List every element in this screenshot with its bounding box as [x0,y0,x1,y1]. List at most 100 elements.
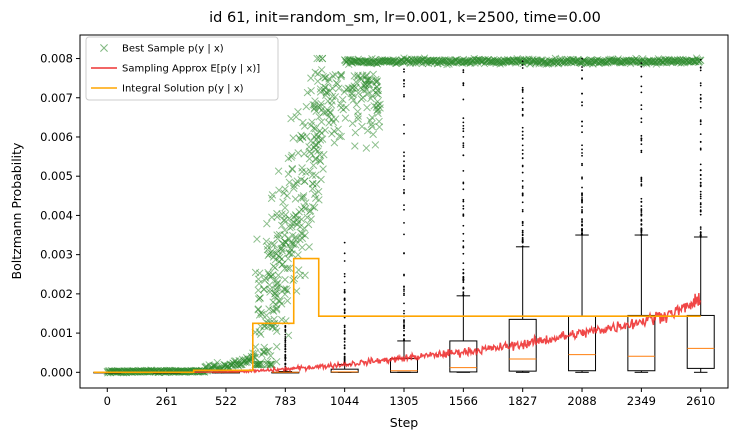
boxplot-outlier [462,98,465,101]
y-axis-title: Boltzmann Probability [9,142,24,279]
best-sample-point [277,245,285,253]
boxplot-outlier [699,69,702,72]
best-sample-point [302,102,311,111]
boxplot-outlier [462,292,465,295]
x-tick-label: 2349 [627,394,656,408]
best-sample-point [281,275,289,284]
legend-best-sample: Best Sample p(y | x) [100,44,224,55]
best-sample-point [291,241,300,249]
boxplot-outlier [521,193,524,196]
best-sample-point [261,276,269,285]
boxplot-outlier [462,262,465,265]
best-sample-point [345,85,354,93]
boxplot-outlier [462,154,465,157]
y-tick-label: 0.005 [40,169,73,183]
best-sample-point [254,305,263,313]
boxplot-outlier [403,312,405,315]
boxplot-outlier [462,69,465,71]
boxplot-outlier [462,224,465,227]
boxplot-outlier [343,298,346,301]
best-sample-point [283,264,292,273]
boxplot-outlier [343,252,346,255]
legend-marker [100,44,108,52]
boxplot-outlier [699,182,702,184]
boxplot-outlier [403,321,405,324]
best-sample-point [337,71,346,79]
best-sample-point [275,230,284,239]
best-sample-point [331,93,340,101]
boxplot-outlier [521,241,524,244]
boxplot-outlier [640,180,643,183]
boxplot-outlier [521,130,524,133]
boxplot-outlier [640,104,643,107]
best-sample-point [280,285,289,294]
boxplot-outlier [521,233,524,236]
boxplot-outlier [699,106,702,109]
boxplot-outlier [699,140,702,143]
best-sample-point [300,122,309,130]
boxplot-outlier [699,97,702,100]
boxplot-outlier [640,209,643,212]
boxplot-outlier [581,120,583,123]
boxplot-outlier [403,85,405,88]
best-sample-point [312,180,321,189]
best-sample-point [338,95,347,104]
best-sample-point [375,123,384,131]
boxplot-outlier [699,120,702,123]
boxplot-outlier [462,181,465,184]
boxplot-outlier [521,107,524,110]
best-sample-point [308,203,317,211]
best-sample-point [281,203,289,212]
boxplot-outlier [343,241,346,244]
boxplot-outlier [343,344,346,347]
best-sample-point [370,102,378,110]
boxplot-outlier [521,109,524,112]
best-sample-point [293,220,301,229]
boxplot-outlier [581,186,583,189]
best-sample-point [270,240,279,249]
x-tick-label: 1044 [330,394,359,408]
boxplot-outlier [521,138,524,140]
boxplot-outlier [640,139,643,142]
boxplot-outlier [699,193,702,196]
boxplot-outlier [640,205,643,207]
best-sample-point [295,208,303,216]
boxplot-outlier [581,177,583,180]
best-sample-point [320,150,328,159]
boxplot-outlier [581,66,583,68]
boxplot-outlier [640,108,643,111]
boxplot-outlier [581,164,583,167]
boxplot-outlier [403,302,405,305]
boxplot-outlier [699,66,702,69]
boxplot-outlier [699,231,702,234]
boxplot-box [449,340,478,373]
best-sample-point [330,138,339,147]
boxplot-box [508,318,537,372]
best-sample-point [354,112,362,120]
boxplot-outlier [403,334,405,337]
boxplot-outlier [284,341,287,344]
best-sample-point [372,89,381,98]
boxplot-outlier [521,157,524,160]
best-sample-point [368,113,376,122]
best-sample-point [308,171,317,179]
boxplot-outlier [403,288,405,291]
boxplot-outlier [403,95,405,98]
best-sample-point [351,128,360,137]
boxplot-outlier [343,332,346,335]
boxplot-outlier [462,245,465,248]
best-sample-point [263,219,271,228]
legend-label: Integral Solution p(y | x) [122,84,244,95]
best-sample-point [290,184,298,193]
boxplot-outlier [521,237,524,239]
boxplot-outlier [284,363,287,366]
sampling-approx-line [107,293,702,374]
best-sample-point [256,330,265,338]
boxplot-outlier [403,170,405,173]
boxplot-outlier [462,291,465,294]
boxplot-outlier [640,149,643,152]
boxplot-outlier [403,178,405,180]
best-sample-point [256,294,264,302]
boxplot-outlier [403,151,405,154]
